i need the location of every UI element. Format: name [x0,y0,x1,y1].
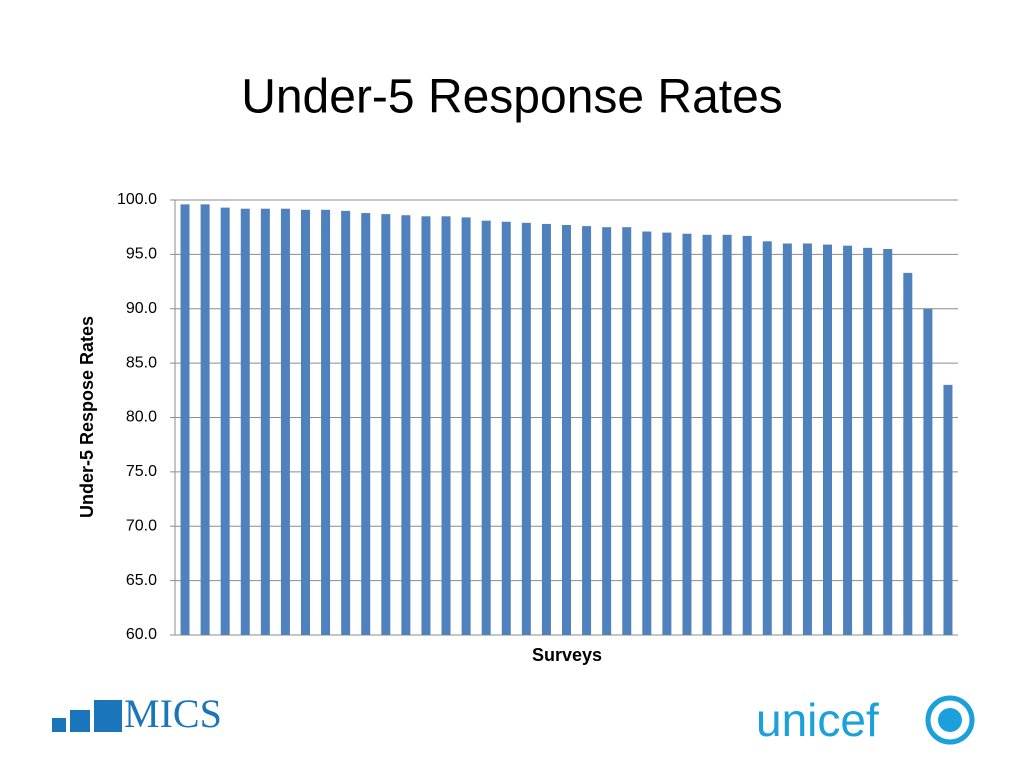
bar [782,243,792,635]
logo-square [94,700,122,732]
y-tick-label: 75.0 [126,463,157,480]
unicef-text: unicef [756,694,879,746]
bar [361,213,371,636]
bar [541,223,551,636]
chart-title: Under-5 Response Rates [241,71,783,124]
bar [863,247,873,635]
y-tick-label: 60.0 [126,626,157,643]
bar [240,208,250,635]
bar [602,227,612,635]
bar [802,243,812,635]
logo-square [70,710,90,732]
bar [562,225,571,635]
bar [260,208,270,635]
bar [943,384,953,635]
y-tick-label: 80.0 [126,409,157,426]
bar [381,214,391,635]
bar [702,234,712,636]
unicef-emblem-center [938,708,962,732]
bar [662,232,672,635]
unicef-emblem [925,695,975,745]
bar [521,222,531,635]
unicef-logo: unicef [756,694,975,746]
bar [742,235,752,635]
y-tick-label: 100.0 [117,191,157,208]
y-tick-label: 90.0 [126,300,157,317]
mics-text: MICS [124,691,222,736]
bar [903,272,913,635]
bar [441,216,451,635]
bar [642,231,652,635]
bar [682,233,692,635]
bar [883,248,893,635]
bar [481,220,491,635]
bar [421,216,431,635]
bar [280,208,290,635]
bar [762,241,772,635]
y-tick-label: 95.0 [126,246,157,263]
bar [180,204,190,635]
y-tick-label: 70.0 [126,517,157,534]
bar [461,217,471,635]
bar [501,221,511,635]
y-axis-label: Under-5 Respose Rates [77,316,97,518]
y-tick-label: 85.0 [126,354,157,371]
bar [923,308,933,635]
bar [823,244,832,635]
bar [301,209,310,635]
logo-square [52,718,66,732]
bar [220,207,230,636]
bar [722,234,732,636]
mics-logo: MICS [52,691,222,736]
bar [200,204,210,635]
x-axis-label: Surveys [532,645,602,665]
bar [341,210,351,635]
bar [622,227,632,635]
bar [582,226,592,635]
y-tick-label: 65.0 [126,572,157,589]
bar [321,209,331,635]
bar [401,215,411,635]
bar [843,245,853,636]
